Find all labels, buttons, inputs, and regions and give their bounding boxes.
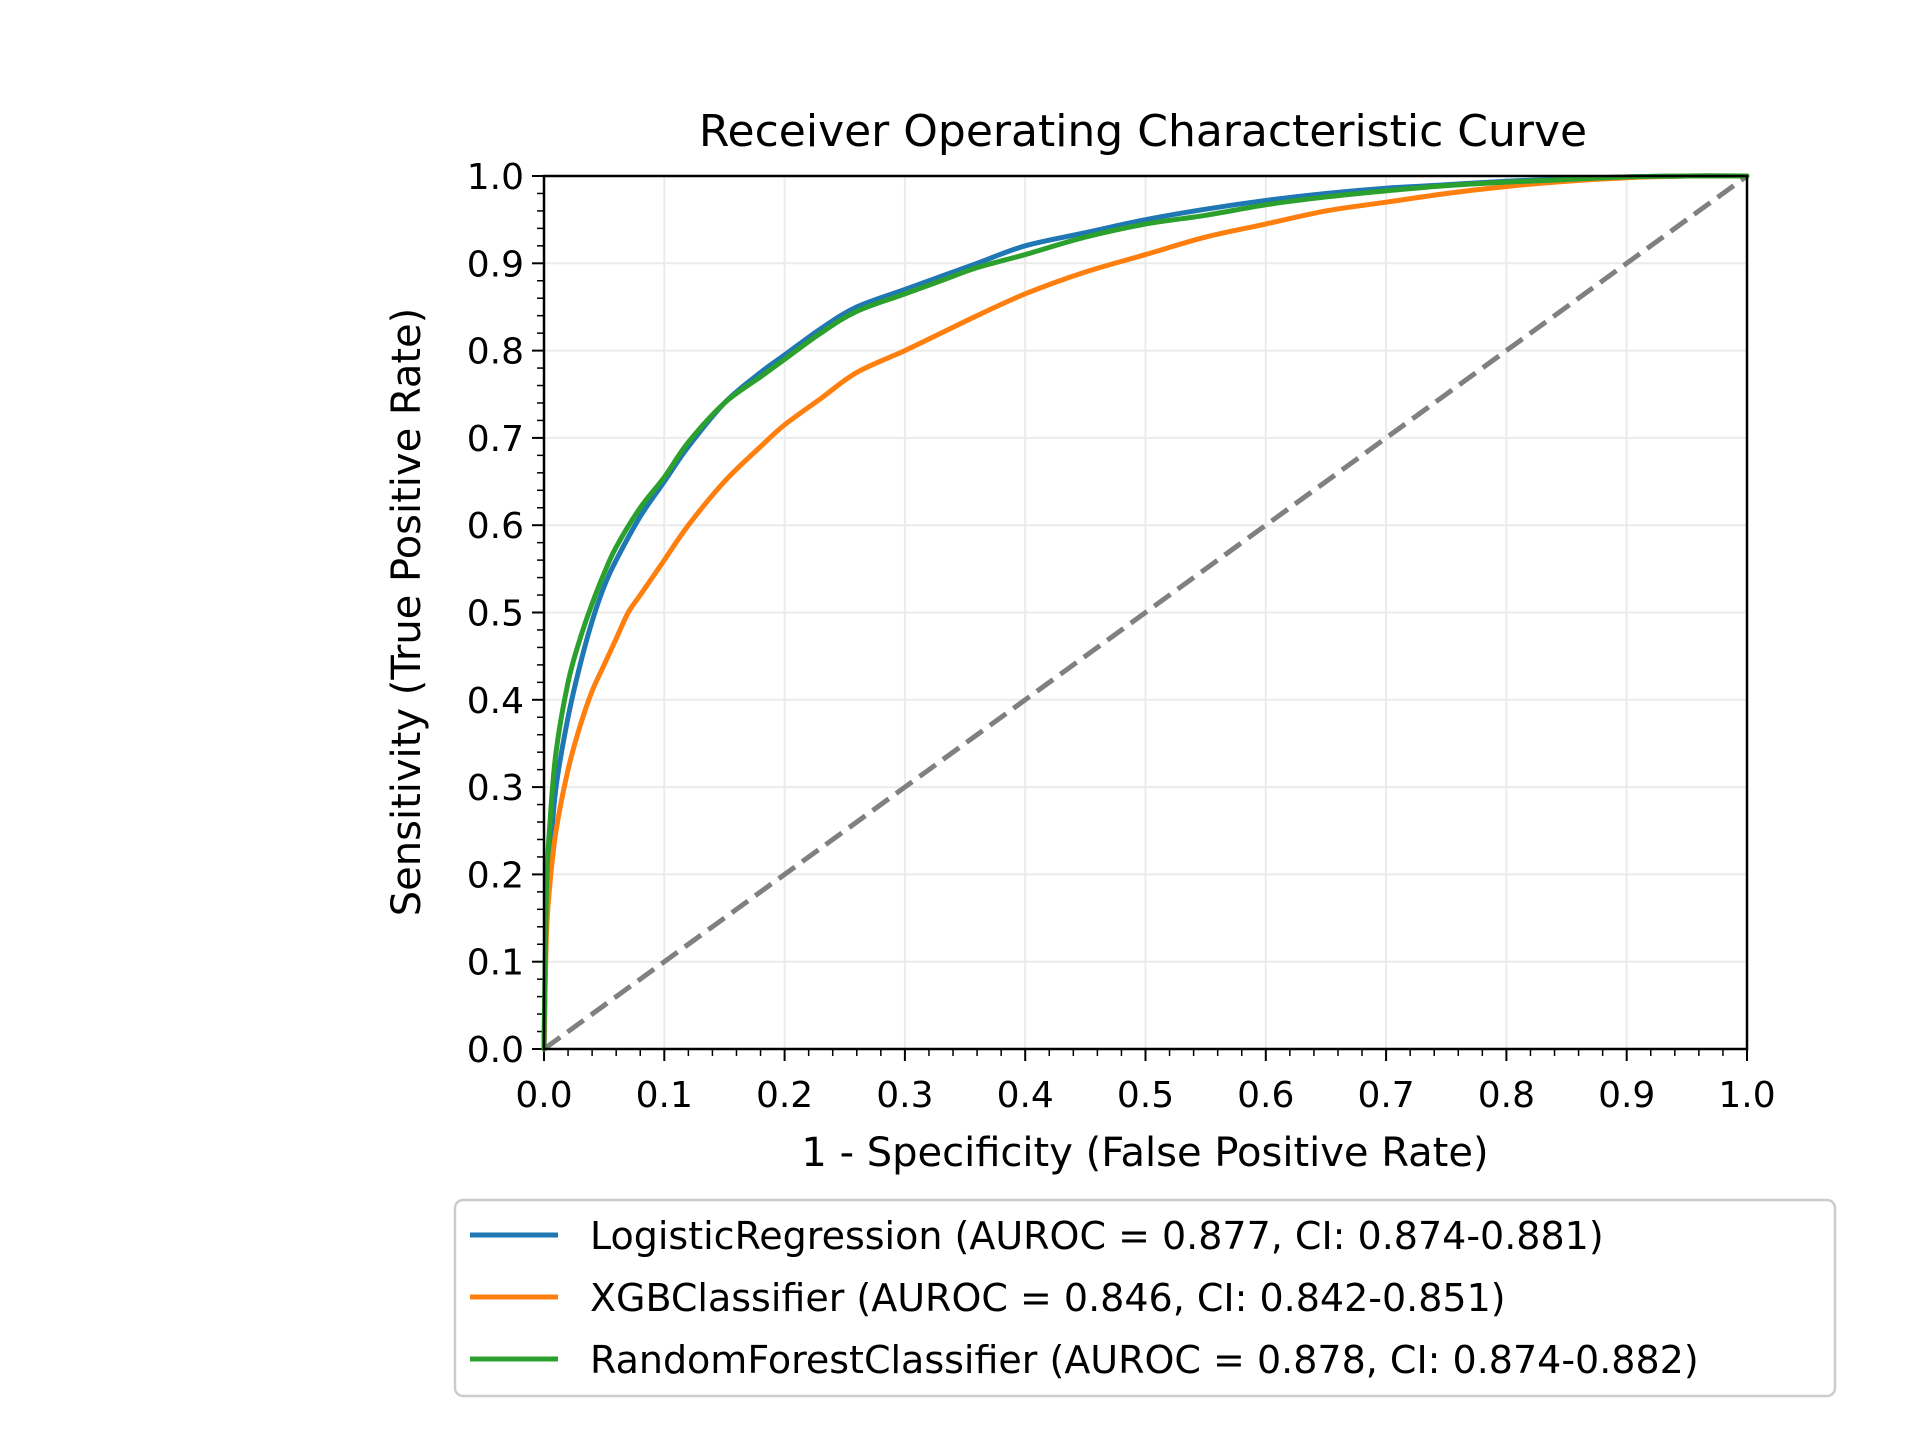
- legend-label-xgb-classifier: XGBClassifier (AUROC = 0.846, CI: 0.842-…: [590, 1276, 1506, 1320]
- x-tick-label: 0.1: [636, 1075, 693, 1116]
- y-tick-label: 0.9: [467, 244, 524, 285]
- y-tick-label: 0.0: [467, 1030, 524, 1071]
- x-tick-label: 1.0: [1718, 1075, 1775, 1116]
- y-tick-label: 0.8: [467, 332, 524, 373]
- series-line-random-forest: [541, 173, 1750, 1052]
- legend-label-logistic-regression: LogisticRegression (AUROC = 0.877, CI: 0…: [590, 1214, 1604, 1258]
- y-tick-label: 0.6: [467, 506, 524, 547]
- y-tick-label: 0.3: [467, 768, 524, 809]
- y-tick-label: 0.4: [467, 681, 524, 722]
- y-tick-labels: 0.0 0.1 0.2 0.3 0.4 0.5 0.6 0.7 0.8 0.9 1.0: [467, 157, 524, 1071]
- series-line-xgb-classifier: [541, 173, 1750, 1052]
- chart-title: Receiver Operating Characteristic Curve: [699, 106, 1587, 157]
- x-tick-label: 0.3: [876, 1075, 933, 1116]
- y-tick-label: 0.1: [467, 943, 524, 984]
- series-lines: [541, 173, 1750, 1052]
- x-tick-label: 0.8: [1478, 1075, 1535, 1116]
- y-tick-label: 1.0: [467, 157, 524, 198]
- x-tick-label: 0.4: [997, 1075, 1054, 1116]
- x-tick-label: 0.2: [756, 1075, 813, 1116]
- x-tick-labels: 0.0 0.1 0.2 0.3 0.4 0.5 0.6 0.7 0.8 0.9 1.0: [515, 1075, 1775, 1116]
- x-tick-label: 0.6: [1237, 1075, 1294, 1116]
- x-tick-label: 0.5: [1117, 1075, 1174, 1116]
- reference-diagonal-line: [542, 173, 1749, 1052]
- legend-label-random-forest: RandomForestClassifier (AUROC = 0.878, C…: [590, 1338, 1699, 1382]
- y-tick-label: 0.5: [467, 594, 524, 635]
- y-tick-label: 0.7: [467, 419, 524, 460]
- plot-frame: [542, 174, 1749, 1051]
- x-tick-label: 0.9: [1598, 1075, 1655, 1116]
- y-axis-label: Sensitivity (True Positive Rate): [384, 308, 430, 916]
- x-tick-label: 0.0: [515, 1075, 572, 1116]
- y-tick-label: 0.2: [467, 855, 524, 896]
- x-tick-label: 0.7: [1357, 1075, 1414, 1116]
- x-axis-label: 1 - Specificity (False Positive Rate): [801, 1130, 1488, 1176]
- legend: LogisticRegression (AUROC = 0.877, CI: 0…: [453, 1198, 1837, 1398]
- legend-box: [453, 1198, 1837, 1398]
